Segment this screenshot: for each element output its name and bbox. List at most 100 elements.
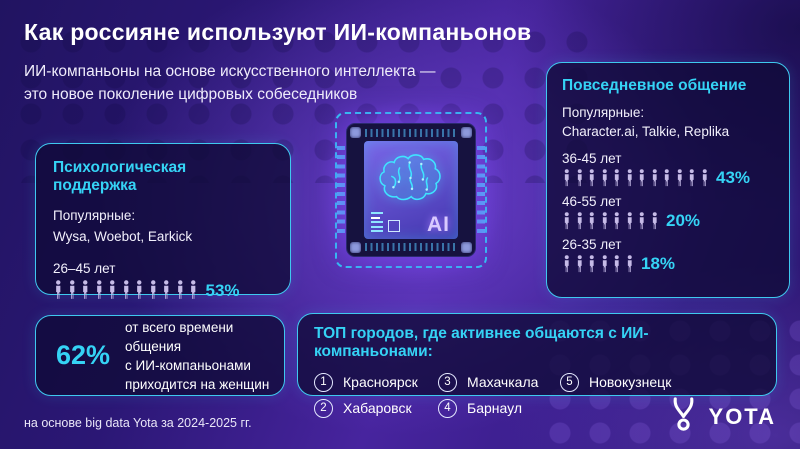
person-icon xyxy=(625,254,635,274)
ai-chip-illustration: AI xyxy=(289,72,535,312)
person-icon xyxy=(687,168,697,188)
chip-corner-pad xyxy=(461,242,472,253)
person-icon xyxy=(675,168,685,188)
chip-pins-top xyxy=(365,129,457,137)
city-rank-badge: 4 xyxy=(438,398,457,418)
person-pictograph xyxy=(53,280,199,301)
psych-age-label: 26–45 лет xyxy=(53,261,116,276)
brain-icon xyxy=(379,154,441,201)
city-name: Новокузнецк xyxy=(589,374,672,390)
daily-panel-heading: Повседневное общение xyxy=(562,77,747,94)
page-title: Как россияне используют ИИ-компаньонов xyxy=(24,19,532,45)
person-icon xyxy=(575,254,585,274)
person-icon xyxy=(612,211,622,231)
person-icon xyxy=(94,280,105,301)
person-icon xyxy=(587,168,597,188)
person-icon xyxy=(612,254,622,274)
daily-pictograph-row-3: 18% xyxy=(562,254,774,274)
city-item: 1 Красноярск xyxy=(314,370,438,394)
psych-pictograph-row: 53% xyxy=(53,280,273,301)
psych-popular-apps: Wysa, Woebot, Earkick xyxy=(53,229,193,244)
chip-screen: AI xyxy=(364,141,458,239)
daily-pictograph-row-2: 20% xyxy=(562,211,774,231)
daily-age-label-1: 36-45 лет xyxy=(562,151,622,166)
top-cities-panel: ТОП городов, где активнее общаются с ИИ-… xyxy=(297,313,777,418)
person-icon xyxy=(134,280,145,301)
source-note: на основе big data Yota за 2024-2025 гг. xyxy=(24,416,252,430)
women-stat-line-1: от всего времени общения xyxy=(125,319,234,354)
person-icon xyxy=(587,254,597,274)
person-icon xyxy=(587,211,597,231)
city-item: 4 Барнаул xyxy=(438,396,560,420)
psych-popular-label: Популярные: xyxy=(53,208,136,223)
city-item: 3 Махачкала xyxy=(438,370,560,394)
cities-list: 1 Красноярск 2 Хабаровск 3 Махачкала 4 Б… xyxy=(314,370,760,420)
person-icon xyxy=(107,280,118,301)
person-icon xyxy=(662,168,672,188)
city-name: Барнаул xyxy=(467,400,522,416)
chip-pins-left xyxy=(337,146,345,238)
person-icon xyxy=(600,168,610,188)
person-icon xyxy=(625,168,635,188)
telemetry-bars-icon xyxy=(371,212,383,232)
daily-percent-1: 43% xyxy=(716,168,751,187)
person-icon xyxy=(67,280,78,301)
yota-logo-text: YOTA xyxy=(708,404,776,429)
city-rank-badge: 1 xyxy=(314,372,333,392)
yota-logo-icon xyxy=(667,396,700,438)
city-name: Махачкала xyxy=(467,374,539,390)
person-icon xyxy=(188,280,199,301)
daily-percent-2: 20% xyxy=(666,211,701,230)
chip-telemetry xyxy=(371,212,400,232)
chip-pins-bottom xyxy=(365,243,457,251)
person-pictograph xyxy=(562,254,635,274)
daily-age-label-2: 46-55 лет xyxy=(562,194,622,209)
daily-popular-label: Популярные: xyxy=(562,105,645,120)
city-rank-badge: 5 xyxy=(560,372,579,392)
person-icon xyxy=(625,211,635,231)
person-icon xyxy=(53,280,64,301)
person-icon xyxy=(80,280,91,301)
person-icon xyxy=(600,254,610,274)
chip-corner-pad xyxy=(350,242,361,253)
city-rank-badge: 2 xyxy=(314,398,333,418)
person-icon xyxy=(700,168,710,188)
telemetry-square-icon xyxy=(388,220,400,232)
person-icon xyxy=(637,168,647,188)
daily-communication-panel: Повседневное общение Популярные: Charact… xyxy=(546,62,790,298)
person-icon xyxy=(650,168,660,188)
chip-corner-pad xyxy=(350,127,361,138)
person-icon xyxy=(562,168,572,188)
person-icon xyxy=(148,280,159,301)
person-icon xyxy=(612,168,622,188)
person-pictograph xyxy=(562,211,660,231)
city-name: Красноярск xyxy=(343,374,418,390)
person-icon xyxy=(562,254,572,274)
daily-percent-3: 18% xyxy=(641,254,676,273)
person-icon xyxy=(175,280,186,301)
psych-panel-heading: Психологическая поддержка xyxy=(53,159,187,194)
person-pictograph xyxy=(562,168,710,188)
person-icon xyxy=(600,211,610,231)
person-icon xyxy=(121,280,132,301)
daily-popular-apps: Character.ai, Talkie, Replika xyxy=(562,124,730,139)
psych-support-panel: Психологическая поддержка Популярные: Wy… xyxy=(35,143,291,300)
subtitle-line-1: ИИ-компаньоны на основе искусственного и… xyxy=(24,63,436,80)
person-icon xyxy=(637,211,647,231)
chip-ai-label: AI xyxy=(427,213,450,236)
chip-corner-pad xyxy=(461,127,472,138)
city-item: 5 Новокузнецк xyxy=(560,370,760,394)
cities-heading: ТОП городов, где активнее общаются с ИИ-… xyxy=(314,325,649,360)
person-icon xyxy=(562,211,572,231)
psych-percent: 53% xyxy=(205,280,240,300)
women-stat-text: от всего времени общения с ИИ-компаньона… xyxy=(125,318,270,394)
daily-pictograph-row-1: 43% xyxy=(562,168,774,188)
yota-logo: YOTA xyxy=(667,396,776,438)
person-icon xyxy=(650,211,660,231)
daily-age-label-3: 26-35 лет xyxy=(562,237,622,252)
subtitle: ИИ-компаньоны на основе искусственного и… xyxy=(24,60,435,106)
city-rank-badge: 3 xyxy=(438,372,457,392)
chip-pins-right xyxy=(477,146,485,238)
chip-body: AI xyxy=(346,123,476,257)
